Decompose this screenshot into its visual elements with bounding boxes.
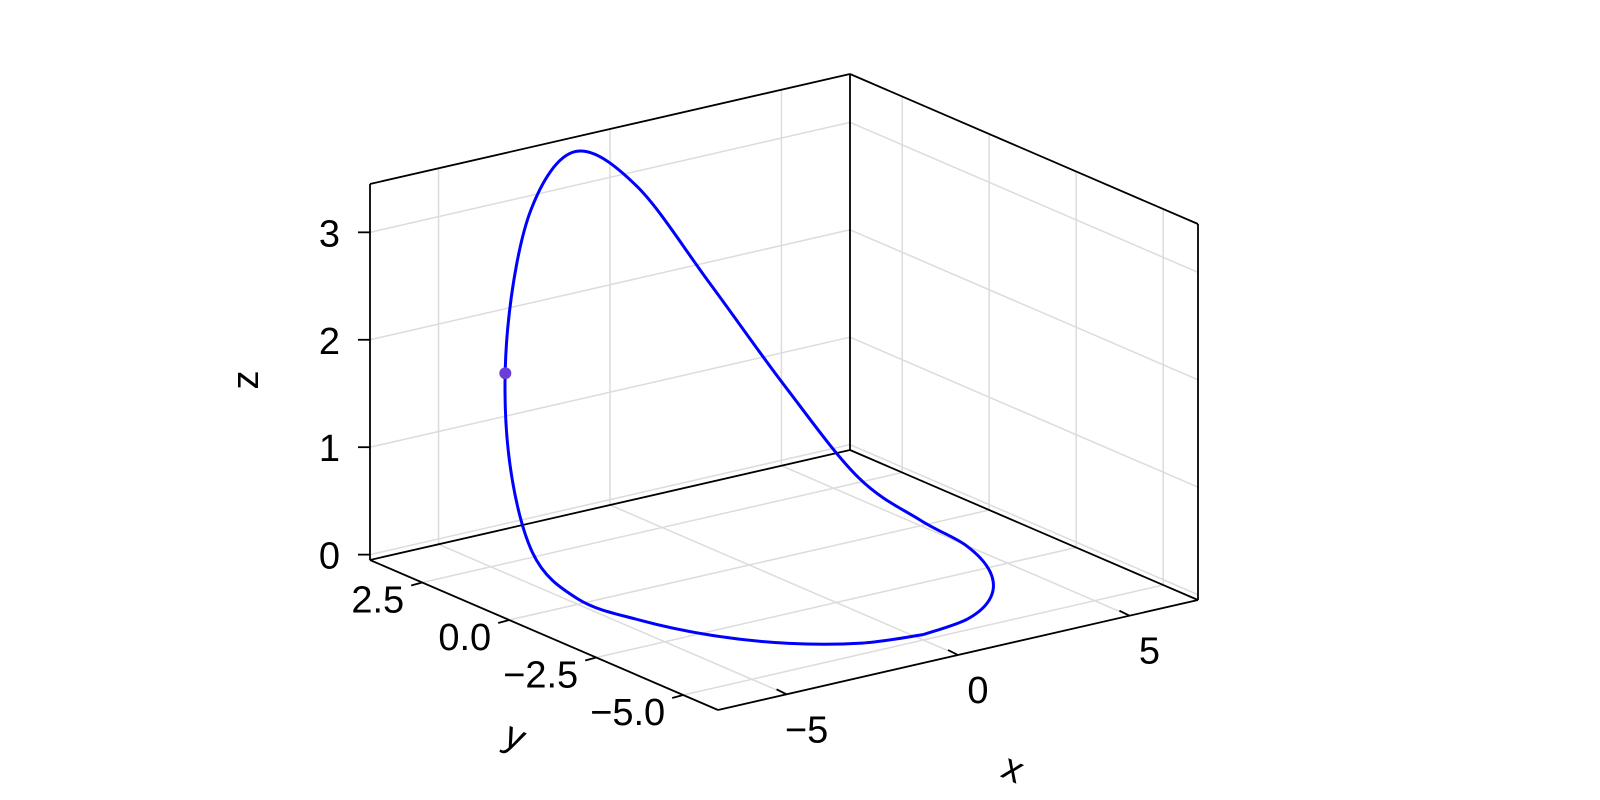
grid-line-y-floor [596, 546, 1077, 659]
series-layer [499, 149, 995, 646]
x-tick-label: −5 [785, 709, 828, 751]
grid-line-y-floor [422, 471, 903, 584]
z-axis-label: z [225, 371, 267, 390]
tick-layer: −5 0 5 2.5 0.0 −2.5 −5.0 0 1 2 3 [319, 213, 1160, 751]
grid-line-z-wall1 [369, 121, 851, 234]
y-tick-mark [497, 619, 510, 624]
grid-line-z-wall2 [849, 121, 1199, 274]
axis-frame [369, 73, 1199, 711]
grid-line-x-floor [781, 465, 1130, 617]
y-tick-label: −5.0 [590, 692, 665, 734]
series-line-0 [503, 149, 995, 646]
marker-point [499, 367, 512, 380]
grid-line-z-wall2 [849, 336, 1199, 488]
grid-line-y-floor [683, 584, 1164, 696]
grid-line-z-wall1 [369, 443, 851, 556]
grid-line-z-wall1 [369, 336, 851, 448]
z-tick-label: 0 [319, 536, 340, 578]
x-tick-mark [1119, 609, 1130, 617]
y-tick-label: −2.5 [503, 655, 578, 697]
x-axis-label: x [996, 746, 1030, 792]
y-axis-line [369, 559, 719, 711]
x-tick-mark [776, 688, 787, 696]
z-tick-label: 1 [319, 428, 340, 470]
frame-edge [849, 73, 1199, 225]
y-tick-label: 2.5 [351, 580, 404, 622]
z-tick-label: 3 [319, 213, 340, 255]
x-tick-label: 0 [967, 670, 988, 712]
y-tick-label: 0.0 [438, 617, 491, 659]
y-axis-label: y [498, 714, 532, 760]
x-tick-mark [947, 649, 959, 656]
frame-edge [849, 449, 1199, 601]
grid-lines [369, 89, 1199, 696]
y-tick-mark [584, 656, 597, 662]
grid-line-z-wall2 [849, 229, 1199, 381]
grid-line-x-floor [609, 504, 959, 656]
grid-line-z-wall2 [849, 443, 1199, 596]
grid-line-y-floor [509, 509, 990, 621]
frame-edge [369, 73, 851, 185]
y-tick-mark [671, 694, 684, 699]
grid-line-x-floor [438, 543, 787, 695]
z-tick-label: 2 [319, 321, 340, 363]
y-tick-mark [410, 581, 423, 587]
frame-edge [369, 449, 851, 561]
x-tick-label: 5 [1139, 631, 1160, 673]
grid-line-z-wall1 [369, 229, 851, 341]
